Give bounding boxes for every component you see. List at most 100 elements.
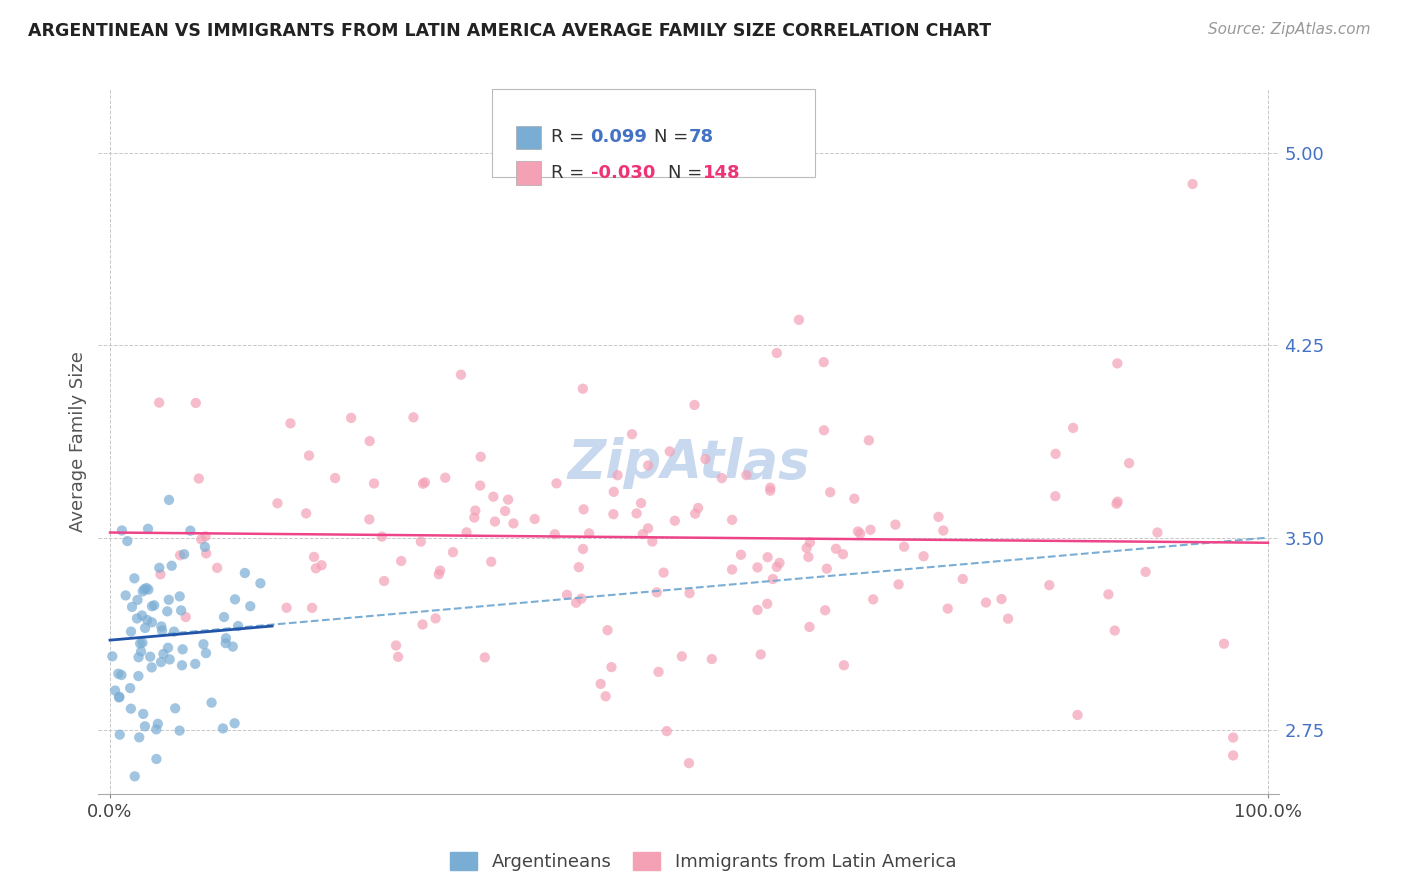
Point xyxy=(1097,587,1119,601)
Point xyxy=(572,541,595,556)
Point xyxy=(174,610,197,624)
Point xyxy=(637,521,659,535)
Point xyxy=(600,660,623,674)
Point xyxy=(664,514,686,528)
Point xyxy=(721,513,744,527)
Point xyxy=(434,471,457,485)
Point xyxy=(412,476,434,491)
Point xyxy=(799,535,821,549)
Point xyxy=(172,642,194,657)
Point xyxy=(149,567,172,582)
Point xyxy=(832,658,855,673)
Point xyxy=(825,541,848,556)
Point xyxy=(463,510,485,524)
Point xyxy=(797,549,820,564)
Point xyxy=(887,577,910,591)
Point xyxy=(796,541,818,555)
Point xyxy=(125,611,148,625)
Point xyxy=(224,592,246,607)
Point xyxy=(276,600,298,615)
Point xyxy=(700,652,723,666)
Point xyxy=(603,484,626,499)
Point xyxy=(104,683,127,698)
Point xyxy=(124,571,146,585)
Point xyxy=(884,517,907,532)
Point xyxy=(555,588,578,602)
Point xyxy=(814,603,837,617)
Point xyxy=(363,476,385,491)
Point xyxy=(165,701,187,715)
Point xyxy=(150,655,173,669)
Point xyxy=(132,706,155,721)
Point xyxy=(212,722,235,736)
Point xyxy=(194,529,217,543)
Point xyxy=(1118,456,1140,470)
Point xyxy=(647,665,669,679)
Point xyxy=(141,599,163,614)
Point xyxy=(101,649,124,664)
Point xyxy=(1105,497,1128,511)
Point xyxy=(1066,708,1088,723)
Point xyxy=(132,584,155,599)
Point xyxy=(765,560,787,574)
Point xyxy=(359,512,381,526)
Point xyxy=(359,434,381,449)
Point xyxy=(1135,565,1157,579)
Text: ZipAtlas: ZipAtlas xyxy=(568,437,810,489)
Point xyxy=(127,669,149,683)
Point xyxy=(134,719,156,733)
Point xyxy=(222,640,245,654)
Point xyxy=(441,545,464,559)
Point xyxy=(578,526,600,541)
Point xyxy=(120,681,142,695)
Point xyxy=(730,548,752,562)
Point xyxy=(658,444,681,458)
Point xyxy=(187,472,209,486)
Point xyxy=(170,603,193,617)
Point xyxy=(121,599,143,614)
Point xyxy=(1222,748,1244,763)
Point xyxy=(683,398,706,412)
Point xyxy=(429,564,451,578)
Point xyxy=(148,561,170,575)
Text: ARGENTINEAN VS IMMIGRANTS FROM LATIN AMERICA AVERAGE FAMILY SIZE CORRELATION CHA: ARGENTINEAN VS IMMIGRANTS FROM LATIN AME… xyxy=(28,22,991,40)
Point xyxy=(695,452,717,467)
Point xyxy=(148,395,170,409)
Point xyxy=(464,503,486,517)
Point xyxy=(1045,489,1067,503)
Point xyxy=(157,492,180,507)
Legend: Argentineans, Immigrants from Latin America: Argentineans, Immigrants from Latin Amer… xyxy=(443,846,963,879)
Point xyxy=(494,504,516,518)
Point xyxy=(572,502,595,516)
Point xyxy=(146,716,169,731)
Point xyxy=(912,549,935,564)
Point xyxy=(157,592,180,607)
Point xyxy=(1213,637,1236,651)
Text: N =: N = xyxy=(654,128,693,146)
Point xyxy=(224,716,246,731)
Point xyxy=(645,585,668,599)
Point xyxy=(117,534,139,549)
Point xyxy=(129,636,152,650)
Point xyxy=(544,527,567,541)
Point xyxy=(747,603,769,617)
Point xyxy=(450,368,472,382)
Point xyxy=(134,621,156,635)
Point xyxy=(193,637,215,651)
Point xyxy=(572,382,595,396)
Point xyxy=(893,540,915,554)
Point xyxy=(301,600,323,615)
Point xyxy=(813,423,835,437)
Point xyxy=(1045,447,1067,461)
Point xyxy=(141,660,163,674)
Point xyxy=(160,558,183,573)
Point xyxy=(735,468,758,483)
Point xyxy=(156,640,179,655)
Point xyxy=(387,649,409,664)
Point xyxy=(606,468,628,483)
Point xyxy=(120,701,142,715)
Point xyxy=(1062,421,1084,435)
Point xyxy=(859,523,882,537)
Point xyxy=(184,657,207,671)
Point xyxy=(484,515,506,529)
